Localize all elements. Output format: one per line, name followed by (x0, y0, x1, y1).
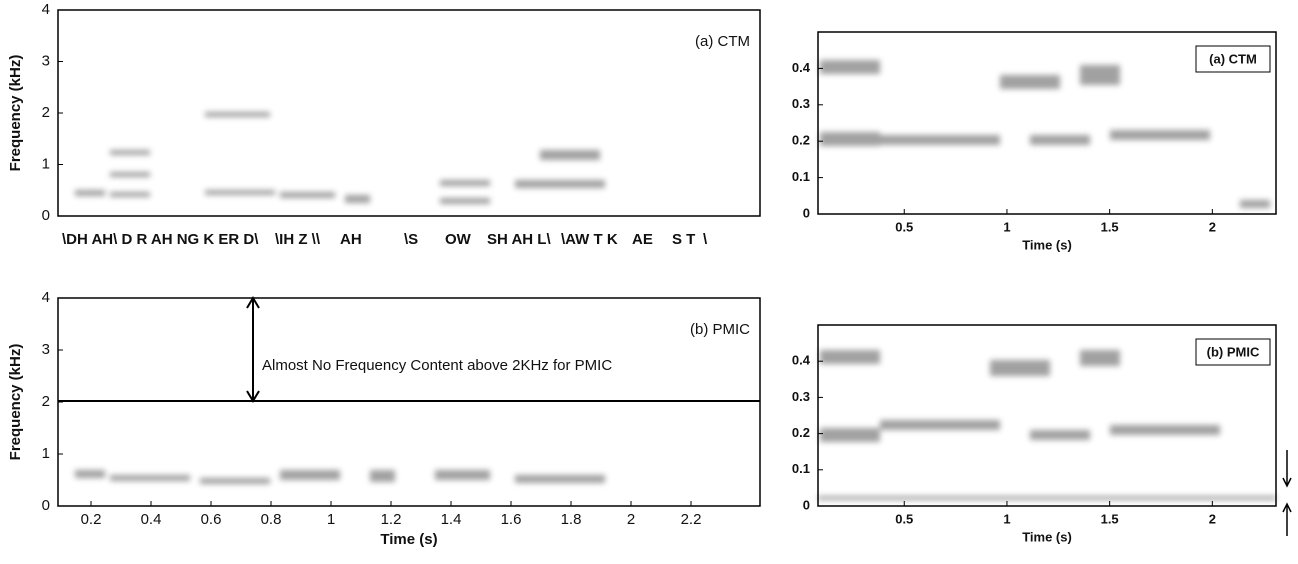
panel: 0 1 2 3 4 Frequency (kHz) (a) CTM \DH AH\ D R A… (7, 1, 761, 248)
annotation: Almost No Frequency Content above 2KHz f… (262, 357, 612, 374)
x-tick-label: 1.2 (381, 511, 402, 528)
x-tick-label: 1 (1003, 219, 1010, 234)
x-tick-label: 1.5 (1101, 511, 1119, 526)
title-box (1195, 338, 1271, 366)
phoneme-label: \DH AH\ D R AH NG K ER D\ (62, 231, 259, 248)
x-tick-label: 0.5 (895, 219, 913, 234)
x-tick-label: 0.4 (141, 511, 162, 528)
x-tick-label: 0.5 (895, 511, 913, 526)
y-tick-label: 2 (42, 393, 50, 410)
phoneme-label: AH (340, 231, 362, 248)
x-tick-label: 1 (1003, 511, 1010, 526)
x-axis-label: Time (s) (1022, 237, 1072, 252)
x-tick-label: 0.6 (201, 511, 222, 528)
x-axis-label: Time (s) (380, 531, 437, 548)
x-tick-label: 2.2 (681, 511, 702, 528)
x-tick-label: 0.2 (81, 511, 102, 528)
plot-frame (57, 9, 761, 217)
x-tick-label: 1.8 (561, 511, 582, 528)
phoneme-label: OW (445, 231, 472, 248)
y-tick-label: 0 (42, 207, 50, 224)
phoneme-label: \S (404, 231, 418, 248)
y-tick-label: 0.1 (792, 169, 810, 184)
y-tick-label: 0 (803, 497, 810, 512)
double-arrow (246, 296, 260, 403)
y-tick-label: 4 (42, 289, 50, 306)
y-tick-label: 0.4 (792, 60, 811, 75)
x-tick-label: 0.8 (261, 511, 282, 528)
panel-title: (b) PMIC (1207, 344, 1260, 359)
y-tick-label: 1 (42, 445, 50, 462)
x-axis-label: Time (s) (1022, 529, 1072, 544)
side-arrows (1282, 450, 1292, 536)
panel: 0 1 2 3 4 0.2 0.4 0.6 0.8 1 1.2 1.4 1.6 1.8 2 2.2 Time (… (7, 289, 761, 548)
panel-title: (a) CTM (695, 33, 750, 50)
y-tick-label: 3 (42, 52, 50, 69)
phoneme-label: \IH Z \\ (275, 231, 321, 248)
x-tick-label: 2 (1209, 219, 1216, 234)
y-tick-label: 4 (42, 1, 50, 18)
y-axis-label: Frequency (kHz) (7, 55, 24, 172)
plot-frame (817, 324, 1277, 507)
title-box (1195, 45, 1271, 73)
x-tick-label: 1.5 (1101, 219, 1119, 234)
y-tick-label: 1 (42, 155, 50, 172)
phoneme-label: \ (703, 231, 708, 248)
y-tick-label: 0.1 (792, 461, 810, 476)
y-tick-label: 3 (42, 341, 50, 358)
y-tick-label: 0.4 (792, 353, 811, 368)
y-axis-label: Frequency (kHz) (7, 344, 24, 461)
panel-title: (a) CTM (1209, 51, 1257, 66)
x-tick-label: 2 (627, 511, 635, 528)
y-tick-label: 0.2 (792, 133, 810, 148)
panel: 0 0.1 0.2 0.3 0.4 0.5 1 1.5 2 Time (s) (a) CTM (792, 31, 1277, 252)
spectrogram-texture (75, 60, 1276, 500)
x-tick-label: 1.4 (441, 511, 462, 528)
phoneme-label: SH AH L\ (487, 231, 551, 248)
y-tick-label: 2 (42, 104, 50, 121)
y-tick-label: 0.2 (792, 425, 810, 440)
phoneme-label: AE (632, 231, 653, 248)
panel: 0 0.1 0.2 0.3 0.4 0.5 1 1.5 2 Time (s) (b) PMIC (792, 324, 1277, 544)
x-tick-label: 1 (327, 511, 335, 528)
x-tick-label: 1.6 (501, 511, 522, 528)
phoneme-label: S T (672, 231, 695, 248)
y-tick-label: 0.3 (792, 96, 810, 111)
panel-title: (b) PMIC (690, 321, 750, 338)
y-tick-label: 0 (803, 205, 810, 220)
x-tick-label: 2 (1209, 511, 1216, 526)
y-tick-label: 0.3 (792, 389, 810, 404)
phoneme-label: \AW T K (561, 231, 618, 248)
y-tick-label: 0 (42, 497, 50, 514)
plot-frame (817, 31, 1277, 215)
